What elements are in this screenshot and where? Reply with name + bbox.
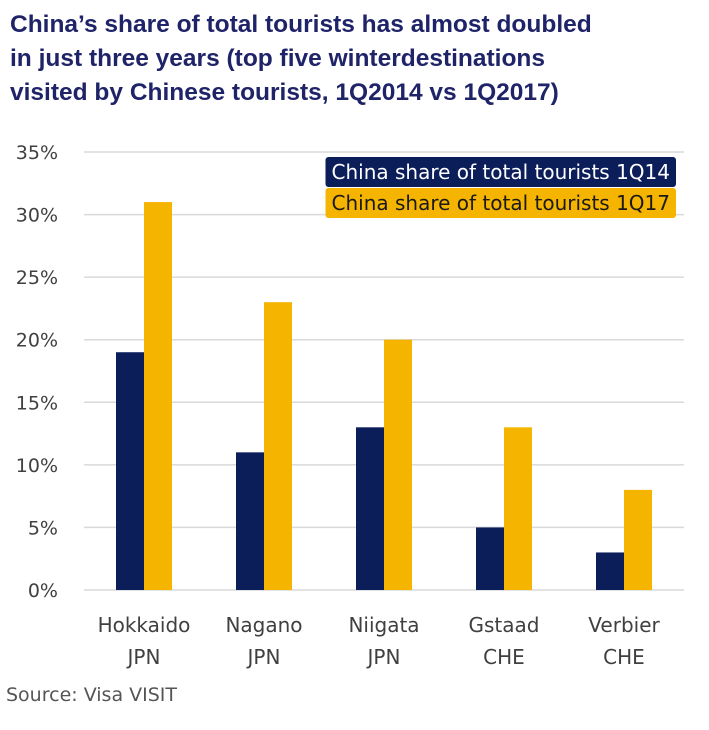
x-tick-label: CHE xyxy=(603,645,645,669)
x-tick-label: Verbier xyxy=(588,613,660,637)
legend-label: China share of total tourists 1Q14 xyxy=(332,160,671,184)
x-tick-label: JPN xyxy=(246,645,281,669)
bar-1q17 xyxy=(144,202,172,591)
chart-title-line-3: visited by Chinese tourists, 1Q2014 vs 1… xyxy=(10,79,559,106)
legend-swatch xyxy=(325,188,676,218)
x-tick-label: JPN xyxy=(366,645,401,669)
bar-1q17 xyxy=(264,302,292,590)
bar-1q17 xyxy=(504,427,532,590)
bar-1q14 xyxy=(476,527,504,590)
y-tick-label: 10% xyxy=(16,455,58,477)
x-tick-label: Gstaad xyxy=(469,613,540,637)
x-tick-label: CHE xyxy=(483,645,525,669)
bar-1q14 xyxy=(596,552,624,590)
chart-title-line-1: China’s share of total tourists has almo… xyxy=(10,11,592,38)
legend-swatch xyxy=(325,157,676,187)
bar-1q17 xyxy=(624,489,652,590)
x-tick-label: JPN xyxy=(126,645,161,669)
y-tick-label: 20% xyxy=(16,330,58,352)
y-tick-label: 15% xyxy=(16,392,58,414)
y-tick-label: 0% xyxy=(28,580,58,602)
bar-1q14 xyxy=(356,427,384,590)
y-tick-label: 35% xyxy=(16,142,58,164)
chart-title-line-2: in just three years (top five winterdest… xyxy=(10,45,546,72)
bar-1q14 xyxy=(116,352,144,590)
legend-label: China share of total tourists 1Q17 xyxy=(332,191,671,215)
x-tick-label: Nagano xyxy=(225,613,302,637)
bar-1q17 xyxy=(384,339,412,590)
y-tick-label: 30% xyxy=(16,205,58,227)
x-tick-label: Hokkaido xyxy=(98,613,191,637)
bar-chart: 0% 5% 10% 15% 20% 25% 30% 35% Hokkaido JPN Nagano J… xyxy=(16,142,684,669)
x-tick-label: Niigata xyxy=(348,613,419,637)
bar-1q14 xyxy=(236,452,264,590)
chart-title: China’s share of total tourists has almo… xyxy=(10,8,664,110)
y-tick-label: 5% xyxy=(28,517,58,539)
y-tick-label: 25% xyxy=(16,267,58,289)
source-note: Source: Visa VISIT xyxy=(6,684,178,706)
